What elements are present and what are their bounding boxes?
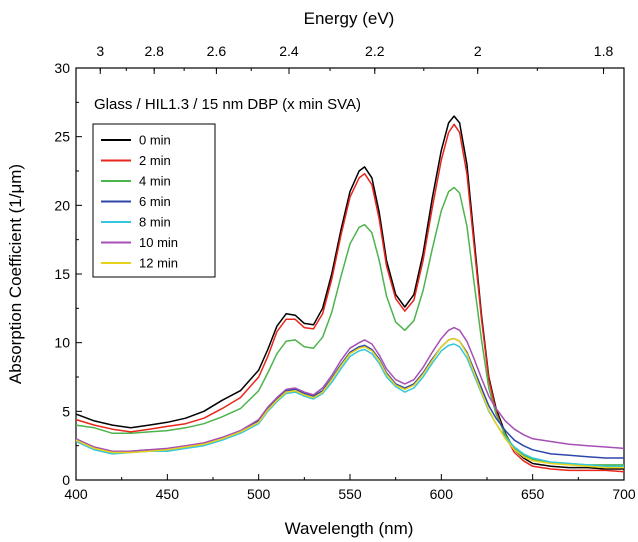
x-axis-title: Wavelength (nm): [285, 519, 414, 538]
y-tick-label: 5: [62, 403, 70, 419]
top-tick-label: 2.2: [365, 43, 385, 59]
top-tick-label: 2: [474, 43, 482, 59]
series-line-4-min: [75, 186, 624, 466]
top-tick-label: 2.6: [207, 43, 227, 59]
x-tick-label: 700: [612, 486, 636, 502]
x-tick-label: 500: [247, 486, 271, 502]
y-tick-label: 30: [54, 60, 70, 76]
x-axis-top-energy: 3 2.8 2.6 2.4 2.2 2 1.8: [96, 43, 613, 74]
y-axis-title: Absorption Coefficient (1/μm): [6, 164, 25, 384]
x-axis-bottom: 400 450 500 550 600 650 700: [64, 474, 636, 502]
top-axis-title: Energy (eV): [304, 9, 395, 28]
top-tick-label: 2.4: [279, 43, 299, 59]
legend-label: 4 min: [139, 174, 171, 189]
top-tick-label: 2.8: [144, 43, 164, 59]
y-axis-left: 0 5 10 15 20 25 30: [54, 60, 82, 488]
x-tick-label: 550: [338, 486, 362, 502]
x-tick-label: 450: [156, 486, 180, 502]
y-tick-label: 0: [62, 472, 70, 488]
legend-label: 12 min: [139, 256, 178, 271]
legend-label: 0 min: [139, 133, 171, 148]
y-tick-label: 20: [54, 197, 70, 213]
x-tick-label: 600: [430, 486, 454, 502]
chart-annotation: Glass / HIL1.3 / 15 nm DBP (x min SVA): [94, 96, 361, 113]
legend-label: 8 min: [139, 215, 171, 230]
y-tick-label: 10: [54, 335, 70, 351]
legend-label: 6 min: [139, 194, 171, 209]
top-tick-label: 1.8: [594, 43, 614, 59]
top-tick-label: 3: [96, 43, 104, 59]
legend-label: 10 min: [139, 235, 178, 250]
legend: 0 min 2 min 4 min 6 min 8 min 10 min 12 min: [92, 123, 216, 278]
series-line-12-min: [75, 337, 624, 469]
legend-label: 2 min: [139, 153, 171, 168]
series-layer: [75, 115, 625, 473]
series-line-8-min: [75, 343, 624, 468]
y-tick-label: 25: [54, 129, 70, 145]
x-tick-label: 650: [521, 486, 545, 502]
x-tick-label: 400: [64, 486, 88, 502]
series-line-10-min: [75, 326, 625, 452]
y-tick-label: 15: [54, 266, 70, 282]
